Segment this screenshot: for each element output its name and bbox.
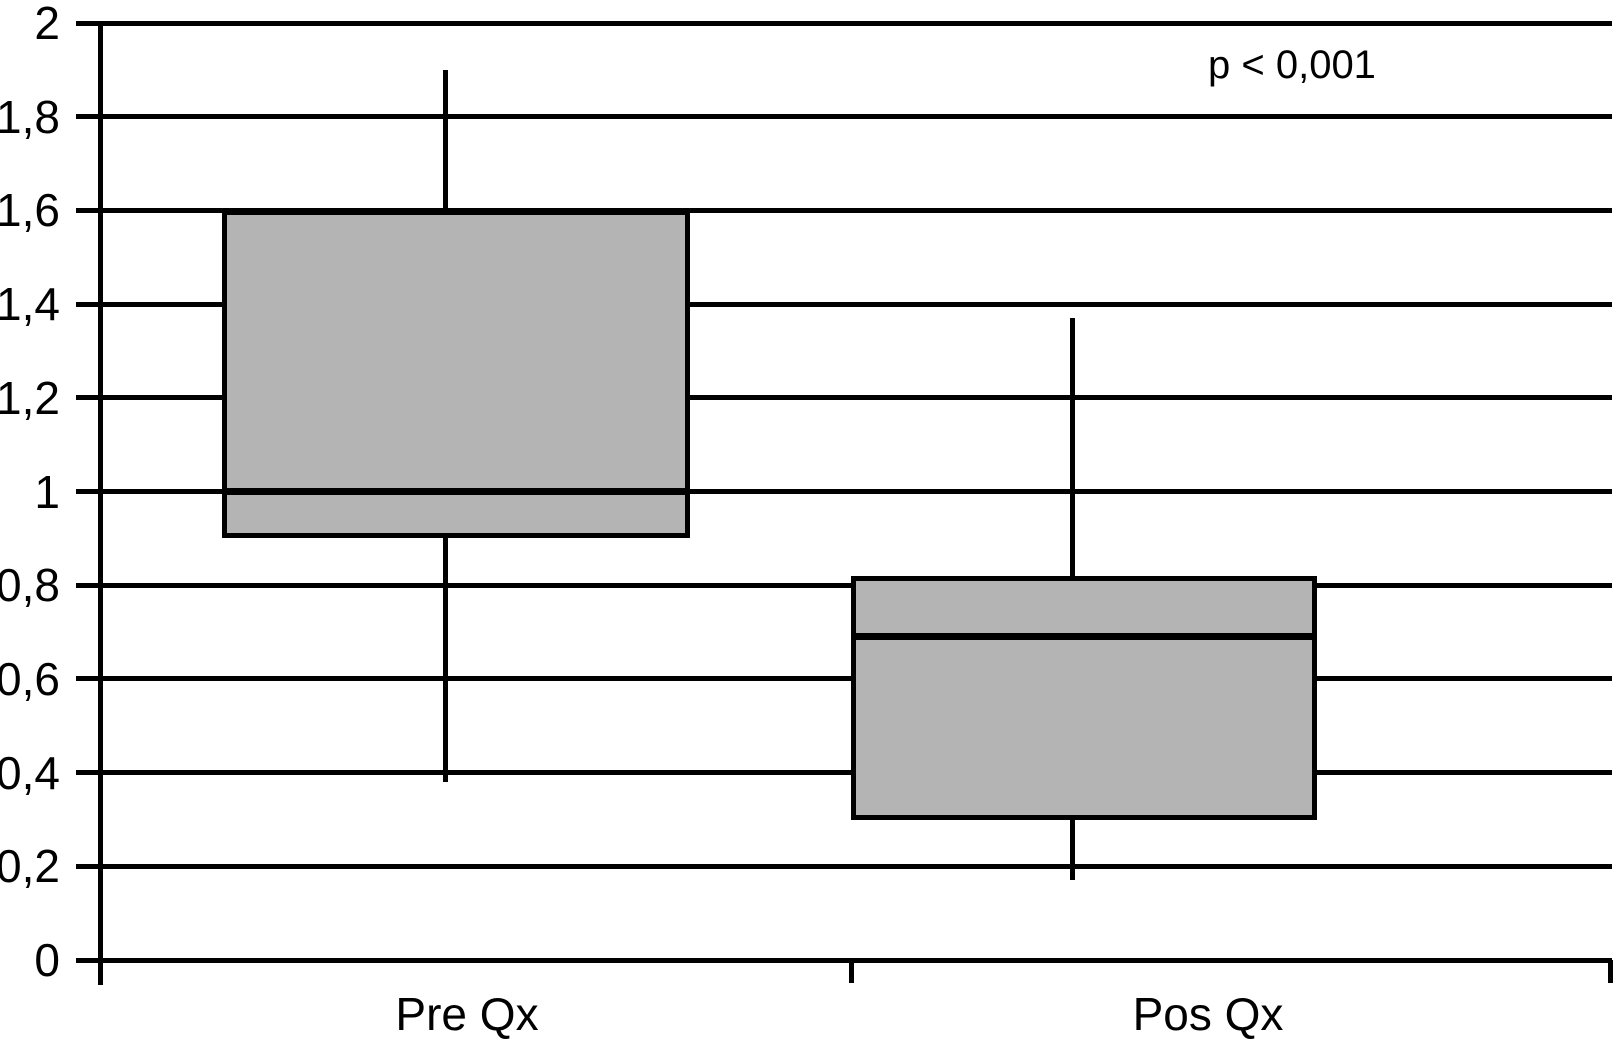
gridline (76, 395, 1612, 400)
lower-whisker-pos-qx (1070, 819, 1075, 880)
y-tick-label: 1,2 (0, 372, 60, 424)
x-axis-tick (98, 960, 103, 983)
x-tick-label-pre-qx: Pre Qx (395, 988, 539, 1040)
x-tick-label-pos-qx: Pos Qx (1132, 988, 1284, 1040)
median-line-pos-qx (851, 633, 1317, 640)
x-axis-tick (1608, 960, 1613, 983)
lower-whisker-pre-qx (443, 538, 448, 782)
y-tick-label: 0,4 (0, 747, 60, 799)
upper-whisker-pos-qx (1070, 318, 1075, 576)
gridline (76, 208, 1612, 213)
y-tick-label: 0,2 (0, 840, 60, 892)
gridline (76, 302, 1612, 307)
y-tick-label: 2 (34, 0, 60, 49)
y-tick-label: 1,6 (0, 184, 60, 236)
y-tick-label: 0,6 (0, 653, 60, 705)
y-tick-label: 0,8 (0, 559, 60, 611)
p-value-annotation: p < 0,001 (1208, 43, 1376, 87)
x-axis-tick (849, 960, 854, 983)
gridline (76, 676, 1612, 681)
median-line-pre-qx (222, 488, 690, 495)
y-tick-label: 1,4 (0, 278, 60, 330)
y-axis-line (98, 21, 103, 985)
gridline (76, 864, 1612, 869)
gridline (76, 114, 1612, 119)
gridline (76, 958, 1612, 963)
box-pos-qx (851, 576, 1317, 820)
box-pre-qx (222, 210, 690, 538)
upper-whisker-pre-qx (443, 70, 448, 211)
gridline (76, 21, 1612, 26)
gridline (76, 583, 1612, 588)
y-tick-label: 0 (34, 934, 60, 986)
y-tick-label: 1 (34, 466, 60, 518)
y-tick-label: 1,8 (0, 91, 60, 143)
gridline (76, 770, 1612, 775)
gridline (76, 489, 1612, 494)
